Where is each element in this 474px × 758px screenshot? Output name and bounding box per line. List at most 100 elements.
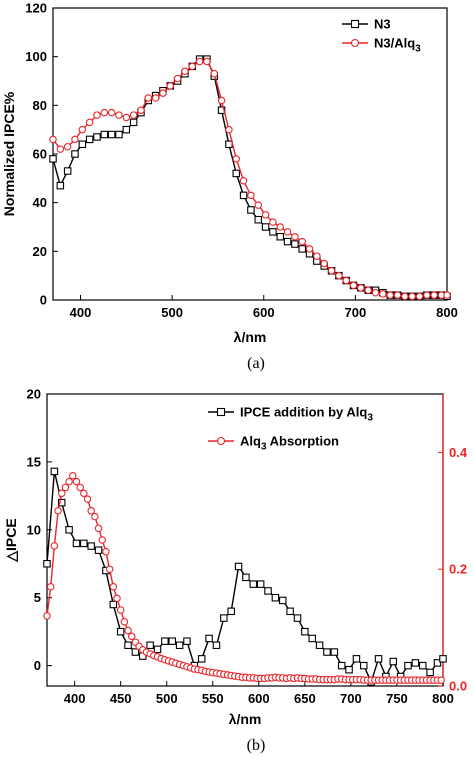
data-point <box>80 539 88 548</box>
data-point <box>360 661 368 670</box>
data-point <box>195 57 204 66</box>
y-tick-label: 80 <box>33 98 47 113</box>
y-tick-label: 20 <box>27 387 41 402</box>
data-point <box>323 648 331 656</box>
data-point <box>107 130 116 139</box>
data-point <box>283 228 292 236</box>
data-point <box>46 582 55 591</box>
data-point <box>227 607 235 616</box>
data-point <box>293 614 302 622</box>
data-point <box>159 89 167 97</box>
legend-label: Alq3 Absorption <box>240 434 339 453</box>
data-point <box>313 252 321 260</box>
data-point <box>374 655 383 663</box>
data-point <box>71 135 79 144</box>
legend-label: IPCE addition by Alq3 <box>240 405 373 424</box>
data-point <box>122 113 131 122</box>
data-point <box>57 498 66 507</box>
x-tick-label: 800 <box>436 305 458 320</box>
legend-text-tail: Absorption <box>267 434 340 449</box>
data-point <box>109 582 118 591</box>
data-point <box>247 191 255 200</box>
x-tick-label: 650 <box>294 691 316 706</box>
data-point <box>65 477 73 486</box>
data-point <box>203 57 211 66</box>
chart-panel-b: 400 450 500 550 600 650 700 750 800 0 5 10 15 20 0.0 0.… <box>3 387 468 755</box>
data-point <box>408 292 416 301</box>
data-point <box>286 607 294 616</box>
data-point <box>279 596 287 605</box>
x-axis-label: λ/nm <box>234 329 267 345</box>
data-point <box>426 668 434 677</box>
legend-label: N3 <box>374 17 391 32</box>
legend-subscript: 3 <box>367 413 373 424</box>
data-point <box>345 665 353 674</box>
data-point <box>234 562 243 571</box>
y2-tick-label: 0.0 <box>449 679 467 694</box>
data-point <box>72 539 81 548</box>
data-point <box>364 286 372 295</box>
data-point <box>349 281 358 290</box>
data-point <box>357 284 365 292</box>
data-point <box>212 641 221 650</box>
data-point <box>100 130 109 139</box>
legend-text: N3/Alq <box>374 36 415 51</box>
x-tick-label: 700 <box>345 305 367 320</box>
data-point <box>269 218 277 226</box>
y-axis-label: △IPCE <box>3 518 19 562</box>
data-point <box>371 288 380 297</box>
data-point <box>122 125 131 134</box>
data-point <box>50 467 59 476</box>
data-point <box>116 606 125 614</box>
data-point <box>415 292 424 301</box>
data-point <box>161 637 169 645</box>
series-alq3-absorption <box>43 472 445 684</box>
data-point <box>261 223 270 231</box>
data-point <box>56 145 65 153</box>
data-point <box>256 580 265 588</box>
data-point <box>166 82 175 90</box>
y-tick-label: 10 <box>27 522 41 537</box>
data-point <box>276 232 284 241</box>
y2-tick-label: 0.2 <box>449 562 467 577</box>
data-point <box>217 96 226 105</box>
data-point <box>93 133 101 141</box>
data-point <box>433 659 442 667</box>
data-point <box>76 483 84 492</box>
data-point <box>239 191 248 200</box>
data-point <box>330 648 339 656</box>
data-point <box>87 542 95 550</box>
data-point <box>254 201 262 209</box>
data-point <box>337 661 346 670</box>
data-point <box>276 223 284 231</box>
chart-panel-a: 400 500 600 700 800 0 20 40 60 80 100 120 λ/nm Normal… <box>1 1 458 373</box>
data-point <box>181 67 189 76</box>
y-tick-label: 15 <box>27 454 41 469</box>
data-point <box>254 215 262 224</box>
data-point <box>153 645 162 654</box>
y-tick-label: 100 <box>25 49 47 64</box>
legend-text: Alq <box>240 434 261 449</box>
data-point <box>261 211 270 219</box>
y-tick-label: 120 <box>25 1 47 16</box>
legend-text: IPCE addition by Alq <box>240 405 367 420</box>
x-tick-label: 500 <box>156 691 178 706</box>
legend-marker <box>216 436 226 446</box>
data-point <box>379 290 387 298</box>
data-point <box>393 291 402 299</box>
data-point <box>430 291 438 299</box>
legend-marker <box>216 407 226 417</box>
data-point <box>401 292 409 301</box>
data-point <box>131 648 140 656</box>
data-point <box>301 627 309 636</box>
data-point <box>232 155 241 163</box>
data-point <box>144 94 153 102</box>
data-point <box>298 237 306 246</box>
series-n3-alq3 <box>49 57 451 301</box>
data-point <box>188 62 197 71</box>
x-tick-label: 450 <box>110 691 132 706</box>
data-point <box>78 125 87 134</box>
data-point <box>168 637 176 645</box>
